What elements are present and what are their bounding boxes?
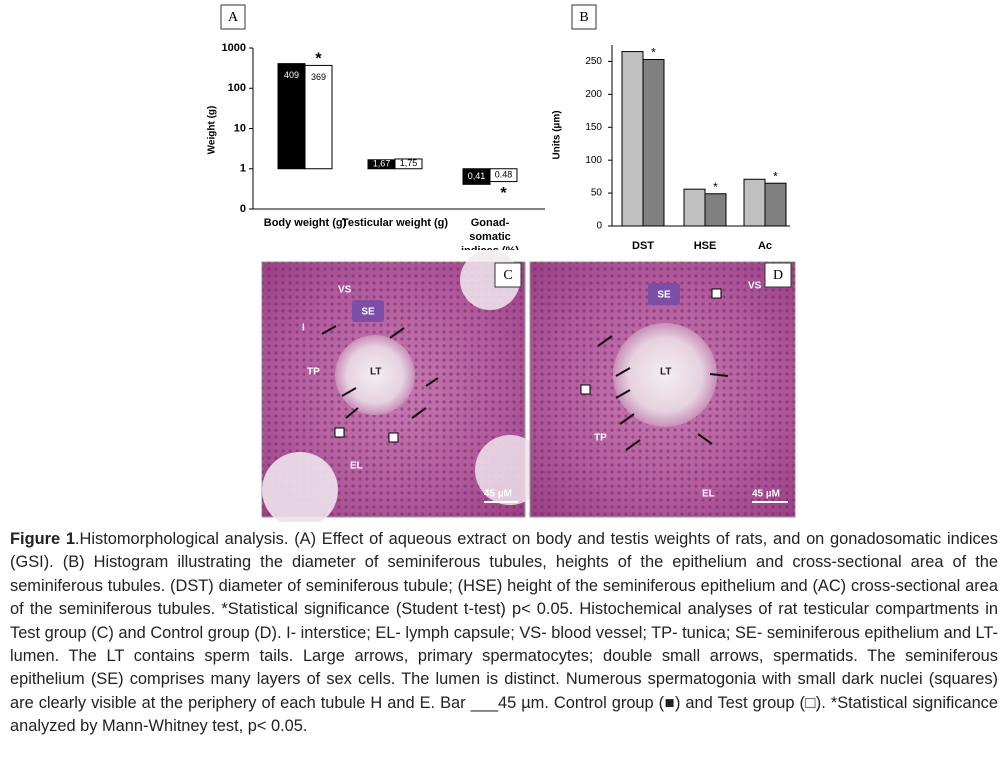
- tissue-label: EL: [350, 461, 363, 472]
- panel-label: B: [579, 10, 588, 25]
- y-tick-label: 250: [585, 56, 602, 67]
- y-tick-label: 100: [228, 82, 246, 94]
- panel-box: [571, 4, 597, 30]
- y-tick-label: 1: [240, 163, 246, 175]
- value-label: 409: [284, 70, 299, 80]
- y-tick-label: 0: [596, 221, 602, 232]
- value-label: 1,75: [400, 158, 418, 168]
- tissue-label: TP: [307, 367, 320, 378]
- y-tick-label: 50: [591, 188, 603, 199]
- panel-label: D: [773, 268, 783, 283]
- x-tick-label-box: DST: [632, 240, 654, 252]
- value-label: 0,41: [468, 171, 486, 181]
- x-tick-label-box: Body weight (g): [263, 217, 347, 229]
- bar: [304, 64, 333, 170]
- panel-box: [494, 262, 522, 288]
- caption: Figure 1.Histomorphological analysis. (A…: [10, 528, 998, 739]
- tissue-label: LT: [370, 367, 381, 378]
- y-tick-label: 1000: [222, 42, 246, 54]
- bar: [394, 158, 423, 170]
- micrograph-c: C VS SE I TP LT EL 45 µM: [261, 250, 545, 528]
- x-tick-label-box: HSE: [693, 240, 717, 252]
- figure-panels: C VS SE I TP LT EL 45 µM D SE VS LT TP E…: [207, 4, 796, 528]
- bar: [743, 178, 766, 227]
- tissue-label: LT: [660, 367, 671, 378]
- scale-bar-label: 45 µM: [484, 489, 512, 500]
- x-tick-label: Ac: [757, 240, 773, 252]
- square-marker: [334, 427, 345, 438]
- tissue-label: SE: [657, 290, 671, 301]
- panel-box: [220, 4, 246, 30]
- y-tick-label: 100: [585, 155, 602, 166]
- x-tick-label: HSE: [693, 240, 717, 252]
- y-tick-label: 150: [585, 122, 602, 133]
- tissue-label: I: [302, 323, 305, 334]
- scale-bar-label: 45 µM: [752, 489, 780, 500]
- x-tick-label: Gonad-somatic indices (%): [461, 217, 519, 250]
- label-box: [648, 283, 680, 305]
- tissue-label: VS: [748, 281, 762, 292]
- tissue-label: TP: [594, 433, 607, 444]
- lumen: [262, 452, 338, 528]
- y-tick-label: 0: [240, 203, 246, 215]
- panel-label: C: [503, 268, 512, 283]
- bar: [704, 193, 727, 227]
- panel-box: [764, 262, 792, 288]
- bar: [683, 188, 706, 227]
- panel-label: A: [228, 10, 239, 25]
- micrograph-d: D SE VS LT TP EL 45 µM: [529, 261, 796, 518]
- tissue-label: EL: [702, 489, 715, 500]
- bar: [489, 168, 518, 183]
- arrows: [597, 335, 729, 451]
- arrows: [321, 325, 439, 419]
- bar: [277, 63, 306, 170]
- significance-mark: *: [773, 169, 778, 183]
- bar: [642, 58, 665, 227]
- y-tick-label: 200: [585, 89, 602, 100]
- significance-mark: *: [651, 46, 656, 60]
- bar: [764, 182, 787, 227]
- y-axis-label: Weight (g): [207, 106, 218, 155]
- lumen: [613, 323, 717, 427]
- x-tick-label-box: Testicular weight (g): [341, 217, 449, 229]
- y-tick-label: 10: [234, 122, 246, 134]
- significance-mark: *: [315, 51, 322, 68]
- square-marker: [580, 384, 591, 395]
- square-marker: [388, 432, 399, 443]
- value-label: 0.48: [495, 170, 513, 180]
- caption-label: Figure 1: [10, 530, 75, 548]
- significance-mark: *: [713, 180, 718, 194]
- bar: [621, 51, 644, 227]
- square-marker: [711, 288, 722, 299]
- y-axis-label: Units (µm): [552, 110, 563, 159]
- lumen: [475, 435, 545, 505]
- value-label: 369: [311, 72, 326, 82]
- caption-text: .Histomorphological analysis. (A) Effect…: [10, 530, 998, 736]
- tissue-label: VS: [338, 285, 352, 296]
- x-tick-label-box: Gonad-somatic indices (%): [461, 217, 519, 250]
- x-tick-label: Body weight (g): [263, 217, 347, 229]
- label-box: [352, 300, 384, 322]
- x-tick-label: DST: [632, 240, 654, 252]
- value-label: 1,67: [373, 159, 391, 169]
- tissue-label: SE: [361, 307, 375, 318]
- lumen: [335, 335, 415, 415]
- significance-mark: *: [500, 185, 507, 202]
- x-tick-label: Testicular weight (g): [341, 217, 449, 229]
- x-tick-label-box: Ac: [757, 240, 773, 252]
